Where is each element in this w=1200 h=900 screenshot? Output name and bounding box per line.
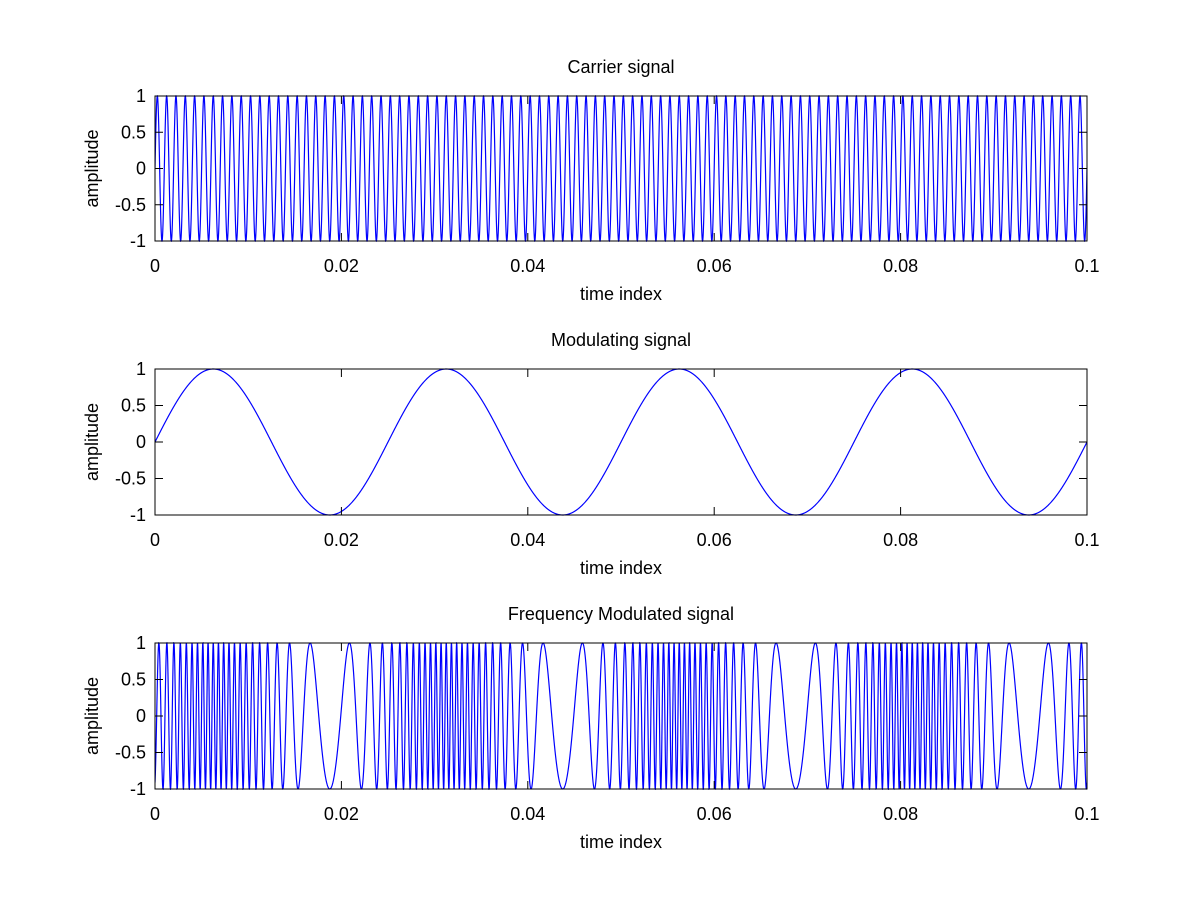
x-axis-label: time index xyxy=(580,284,662,304)
y-tick-label: 0.5 xyxy=(121,396,146,416)
y-axis-label: amplitude xyxy=(82,677,102,755)
y-tick-label: 0.5 xyxy=(121,670,146,690)
y-tick-label: 0 xyxy=(136,159,146,179)
y-tick-label: -0.5 xyxy=(115,469,146,489)
x-tick-label: 0.08 xyxy=(883,804,918,824)
x-tick-label: 0.08 xyxy=(883,256,918,276)
x-axis-label: time index xyxy=(580,558,662,578)
y-tick-label: 1 xyxy=(136,359,146,379)
x-tick-label: 0 xyxy=(150,256,160,276)
chart-title: Modulating signal xyxy=(551,330,691,350)
chart-title: Frequency Modulated signal xyxy=(508,604,734,624)
x-tick-label: 0.06 xyxy=(697,804,732,824)
x-tick-label: 0 xyxy=(150,804,160,824)
series-line-1 xyxy=(155,368,1087,516)
y-tick-label: -1 xyxy=(130,505,146,525)
x-tick-label: 0 xyxy=(150,530,160,550)
y-axis-label: amplitude xyxy=(82,129,102,207)
x-tick-label: 0.1 xyxy=(1074,530,1099,550)
y-tick-label: 1 xyxy=(136,86,146,106)
x-tick-label: 0.02 xyxy=(324,804,359,824)
x-tick-label: 0.04 xyxy=(510,256,545,276)
y-tick-label: 0 xyxy=(136,432,146,452)
x-tick-label: 0.04 xyxy=(510,530,545,550)
y-tick-label: -1 xyxy=(130,779,146,799)
x-tick-label: 0.02 xyxy=(324,256,359,276)
series-line-1 xyxy=(155,642,1087,790)
x-tick-label: 0.08 xyxy=(883,530,918,550)
subplot-3: 0 0.02 0.04 0.06 0.08 0.1 1 0.5 0 -0.5 -1 Frequency… xyxy=(82,604,1100,852)
y-tick-label: -1 xyxy=(130,231,146,251)
x-tick-label: 0.04 xyxy=(510,804,545,824)
series-line-1 xyxy=(155,95,1087,242)
y-tick-label: -0.5 xyxy=(115,743,146,763)
x-tick-label: 0.1 xyxy=(1074,256,1099,276)
x-tick-label: 0.06 xyxy=(697,530,732,550)
subplot-1: 0 0.02 0.04 0.06 0.08 0.1 1 0.5 0 -0.5 -1 Carrier s… xyxy=(82,57,1100,304)
x-axis-label: time index xyxy=(580,832,662,852)
x-tick-label: 0.06 xyxy=(697,256,732,276)
x-tick-label: 0.1 xyxy=(1074,804,1099,824)
y-tick-label: 1 xyxy=(136,633,146,653)
chart-title: Carrier signal xyxy=(567,57,674,77)
y-tick-label: -0.5 xyxy=(115,195,146,215)
subplot-2: 0 0.02 0.04 0.06 0.08 0.1 1 0.5 0 -0.5 -1 Modulatin… xyxy=(82,330,1100,578)
y-tick-label: 0.5 xyxy=(121,122,146,142)
y-tick-label: 0 xyxy=(136,706,146,726)
y-axis-label: amplitude xyxy=(82,403,102,481)
x-tick-label: 0.02 xyxy=(324,530,359,550)
